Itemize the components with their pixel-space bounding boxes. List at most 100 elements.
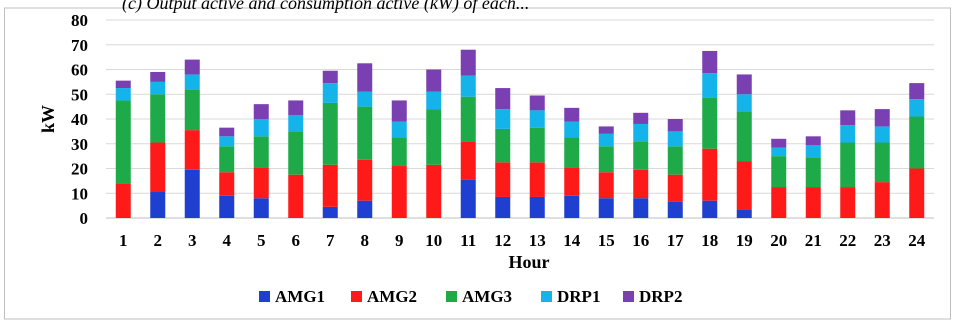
bar-segment-amg1 bbox=[219, 195, 235, 218]
bar-segment-drp2 bbox=[150, 71, 166, 82]
bar-segment-amg2 bbox=[529, 162, 545, 197]
figure-caption: (c) Output active and consumption active… bbox=[122, 0, 530, 13]
bar-segment-amg1 bbox=[184, 169, 200, 218]
x-tick-label: 16 bbox=[632, 231, 649, 250]
legend-item-drp1: DRP1 bbox=[541, 287, 600, 306]
bar-segment-amg2 bbox=[736, 161, 752, 210]
bar-segment-amg3 bbox=[840, 142, 856, 188]
bar-segment-drp1 bbox=[805, 144, 821, 158]
x-tick-label: 8 bbox=[361, 231, 370, 250]
bar-segment-amg2 bbox=[805, 187, 821, 218]
bar-segment-amg3 bbox=[357, 106, 373, 160]
bar-segment-drp2 bbox=[909, 83, 925, 100]
legend-label: DRP2 bbox=[639, 287, 682, 306]
bar-segment-drp1 bbox=[184, 74, 200, 90]
y-axis-label: kW bbox=[38, 105, 58, 133]
bar-segment-amg3 bbox=[598, 146, 614, 173]
bar-segment-drp2 bbox=[598, 126, 614, 134]
bar-segment-amg3 bbox=[115, 100, 131, 184]
bar-segment-amg2 bbox=[564, 167, 580, 196]
bar-segment-amg2 bbox=[874, 182, 890, 218]
bar-segment-drp2 bbox=[874, 109, 890, 127]
bar-segment-drp1 bbox=[288, 115, 304, 132]
bar-segment-amg3 bbox=[391, 137, 407, 167]
bar-segment-drp2 bbox=[219, 127, 235, 137]
bar-segment-drp2 bbox=[702, 50, 718, 74]
bar-segment-drp1 bbox=[840, 125, 856, 143]
bar-segment-amg2 bbox=[150, 142, 166, 193]
bar-segment-drp1 bbox=[150, 81, 166, 95]
y-tick-label: 30 bbox=[71, 135, 88, 154]
bar-segment-drp1 bbox=[357, 91, 373, 107]
bar-segment-drp2 bbox=[391, 100, 407, 122]
x-tick-label: 5 bbox=[257, 231, 266, 250]
legend-swatch bbox=[351, 291, 362, 302]
bar-segment-drp2 bbox=[771, 138, 787, 148]
x-tick-label: 14 bbox=[563, 231, 581, 250]
legend-item-amg2: AMG2 bbox=[351, 287, 417, 306]
bar-segment-drp1 bbox=[564, 121, 580, 138]
bar-segment-amg1 bbox=[564, 195, 580, 218]
bar-segment-drp1 bbox=[633, 123, 649, 142]
bar-segment-amg3 bbox=[495, 128, 511, 163]
bar-segment-drp2 bbox=[529, 95, 545, 111]
bar-segment-amg3 bbox=[322, 102, 338, 165]
bar-segment-amg2 bbox=[909, 168, 925, 218]
x-tick-label: 1 bbox=[119, 231, 128, 250]
bar-segment-drp1 bbox=[736, 94, 752, 112]
legend-label: DRP1 bbox=[557, 287, 600, 306]
x-tick-label: 11 bbox=[460, 231, 476, 250]
bar-segment-amg3 bbox=[805, 157, 821, 188]
x-axis: 1 2 3 4 5 6 7 8 9 10 11 12 13 14 15 16 17 18 19 20 21 22 23 24 bbox=[119, 231, 926, 250]
bar-segment-drp1 bbox=[874, 126, 890, 143]
x-tick-label: 24 bbox=[908, 231, 926, 250]
bar-segment-amg2 bbox=[322, 164, 338, 207]
bar-segment-drp2 bbox=[805, 136, 821, 145]
bar-segment-amg2 bbox=[598, 172, 614, 199]
bar-segment-drp2 bbox=[667, 119, 683, 132]
x-tick-label: 6 bbox=[292, 231, 301, 250]
bar-segment-drp1 bbox=[909, 99, 925, 117]
bar-segment-amg1 bbox=[495, 196, 511, 218]
bar-segment-drp1 bbox=[115, 88, 131, 101]
bar-segment-amg2 bbox=[115, 183, 131, 218]
bar-segment-drp2 bbox=[184, 59, 200, 75]
bars bbox=[115, 49, 925, 218]
bar-segment-amg2 bbox=[771, 187, 787, 218]
bar-segment-amg1 bbox=[322, 206, 338, 218]
bar-segment-drp1 bbox=[598, 133, 614, 147]
x-tick-label: 9 bbox=[395, 231, 404, 250]
x-tick-label: 10 bbox=[425, 231, 442, 250]
x-tick-label: 19 bbox=[736, 231, 753, 250]
bar-segment-amg1 bbox=[633, 198, 649, 218]
chart-border bbox=[4, 7, 951, 320]
bar-segment-drp1 bbox=[322, 83, 338, 103]
bar-segment-amg3 bbox=[288, 131, 304, 175]
bar-segment-drp1 bbox=[426, 91, 442, 110]
bar-segment-amg2 bbox=[702, 148, 718, 201]
legend-label: AMG3 bbox=[462, 287, 512, 306]
y-tick-label: 10 bbox=[71, 184, 88, 203]
legend-swatch bbox=[623, 291, 634, 302]
bar-segment-drp1 bbox=[495, 109, 511, 129]
x-tick-label: 15 bbox=[598, 231, 615, 250]
y-tick-label: 40 bbox=[71, 110, 88, 129]
x-tick-label: 17 bbox=[667, 231, 685, 250]
y-tick-label: 60 bbox=[71, 61, 88, 80]
bar-segment-drp2 bbox=[460, 49, 476, 76]
bar-segment-amg2 bbox=[633, 169, 649, 199]
x-tick-label: 7 bbox=[326, 231, 335, 250]
bar-segment-amg2 bbox=[391, 166, 407, 218]
bar-segment-amg3 bbox=[771, 156, 787, 188]
x-tick-label: 3 bbox=[188, 231, 197, 250]
bar-segment-amg3 bbox=[460, 96, 476, 142]
bar-segment-drp2 bbox=[115, 80, 131, 89]
bar-segment-amg1 bbox=[736, 209, 752, 218]
bar-segment-drp2 bbox=[495, 88, 511, 110]
x-tick-label: 22 bbox=[839, 231, 856, 250]
bar-segment-amg1 bbox=[702, 200, 718, 218]
x-tick-label: 4 bbox=[223, 231, 232, 250]
legend-swatch bbox=[541, 291, 552, 302]
bar-segment-drp2 bbox=[840, 110, 856, 126]
bar-segment-amg2 bbox=[460, 141, 476, 180]
